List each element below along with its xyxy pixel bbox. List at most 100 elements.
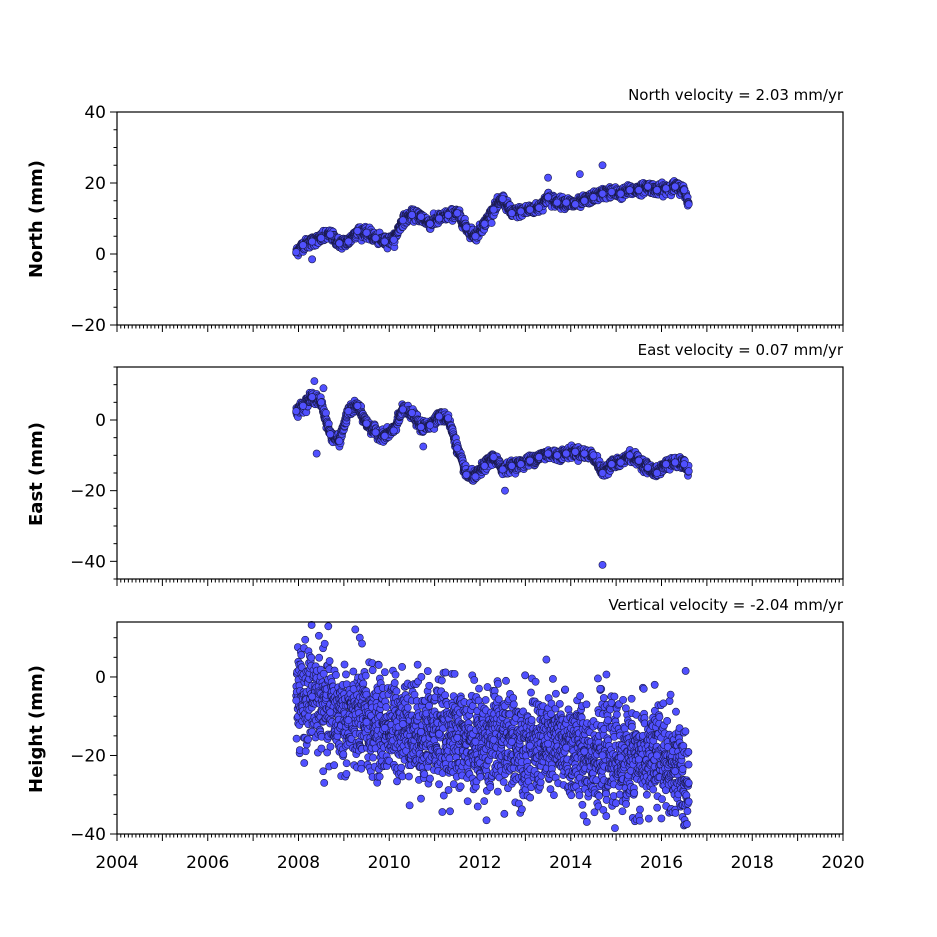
north-outlier-point: [308, 255, 317, 264]
east-data-point: [535, 453, 543, 461]
east-outlier-point: [312, 449, 321, 458]
east-outlier-point: [501, 486, 509, 495]
east-y-tick-label: −40: [70, 552, 106, 572]
north-y-axis-label: North (mm): [26, 160, 47, 278]
height-data-point: [326, 742, 335, 751]
height-data-point: [297, 651, 306, 659]
east-data-point: [453, 444, 462, 453]
height-data-point: [292, 734, 301, 743]
north-data-point: [480, 219, 489, 228]
east-data-point: [562, 449, 571, 458]
east-data-point: [426, 421, 434, 430]
east-data-point: [553, 451, 562, 460]
height-data-point: [300, 759, 309, 767]
north-plot-frame: [116, 111, 844, 326]
height-data-points: [292, 621, 693, 833]
north-data-point: [426, 219, 434, 228]
north-data-point: [625, 186, 634, 194]
north-data-point: [389, 235, 398, 244]
east-data-point: [507, 462, 516, 470]
east-data-point: [335, 437, 344, 446]
east-data-point: [684, 467, 693, 476]
height-data-point: [301, 747, 310, 756]
north-data-points: [292, 161, 693, 264]
north-data-point: [371, 234, 380, 242]
east-data-point: [526, 456, 534, 465]
east-data-point: [589, 451, 598, 460]
east-data-point: [580, 449, 589, 458]
north-data-point: [553, 198, 562, 207]
north-data-point: [398, 216, 407, 225]
height-data-point: [324, 622, 333, 631]
east-data-points: [292, 377, 693, 569]
north-panel-title: North velocity = 2.03 mm/yr: [628, 86, 844, 104]
east-data-point: [598, 469, 607, 477]
north-data-point: [580, 196, 589, 205]
east-data-point: [362, 419, 371, 428]
east-data-point: [317, 398, 326, 407]
east-data-point: [292, 407, 301, 416]
east-data-point: [571, 447, 580, 456]
height-y-axis-label: Height (mm): [26, 665, 47, 793]
east-panel-title: East velocity = 0.07 mm/yr: [638, 341, 844, 359]
north-data-point: [643, 182, 652, 191]
height-data-point: [307, 653, 316, 662]
east-data-point: [489, 453, 498, 461]
north-data-point: [489, 205, 498, 214]
east-outlier-point: [310, 377, 319, 386]
north-y-tick-label: −20: [70, 316, 106, 336]
height-data-point: [332, 671, 340, 679]
east-axes: −40−200: [70, 366, 844, 586]
east-data-point: [371, 428, 380, 437]
north-data-point: [308, 237, 317, 246]
east-data-point: [680, 460, 689, 469]
north-data-point: [453, 209, 462, 218]
east-data-point: [498, 465, 507, 474]
height-panel: Vertical velocity = -2.04 mm/yr Height (…: [26, 596, 865, 873]
north-data-point: [435, 214, 444, 223]
north-data-point: [616, 189, 625, 198]
north-data-point: [487, 219, 496, 227]
east-data-point: [398, 405, 407, 414]
north-data-point: [417, 212, 425, 221]
height-data-point: [319, 767, 328, 776]
north-data-point: [589, 193, 598, 202]
east-data-point: [389, 426, 398, 435]
north-data-point: [335, 239, 344, 248]
east-data-point: [634, 456, 643, 465]
north-data-point: [498, 195, 507, 203]
north-data-point: [516, 207, 525, 216]
east-data-point: [607, 460, 616, 469]
east-data-point: [480, 462, 489, 470]
east-data-point: [544, 449, 552, 458]
north-data-point: [526, 205, 534, 214]
east-y-tick-label: −20: [70, 482, 106, 502]
east-outlier-point: [419, 442, 428, 451]
north-data-point: [362, 228, 371, 237]
east-data-point: [471, 472, 480, 481]
east-data-point: [344, 407, 353, 416]
north-data-point: [634, 186, 643, 194]
east-data-point: [662, 460, 670, 469]
east-data-point: [308, 393, 317, 401]
north-data-point: [671, 182, 680, 191]
east-data-point: [462, 470, 471, 479]
north-data-point: [462, 223, 471, 232]
height-panel-title: Vertical velocity = -2.04 mm/yr: [608, 596, 843, 614]
east-outlier-point: [598, 560, 607, 569]
north-data-point: [598, 189, 607, 198]
north-data-point: [535, 203, 543, 212]
height-data-point: [320, 639, 329, 648]
east-data-point: [326, 430, 335, 439]
north-data-point: [353, 227, 362, 235]
north-data-point: [326, 230, 335, 239]
north-data-point: [571, 200, 580, 209]
north-y-tick-label: 0: [95, 245, 106, 265]
north-data-point: [562, 198, 571, 207]
north-data-point: [544, 193, 552, 202]
east-data-point: [435, 412, 444, 421]
east-y-axis-label: East (mm): [26, 422, 47, 526]
north-y-tick-label: 40: [84, 103, 106, 123]
east-data-point: [616, 458, 625, 467]
